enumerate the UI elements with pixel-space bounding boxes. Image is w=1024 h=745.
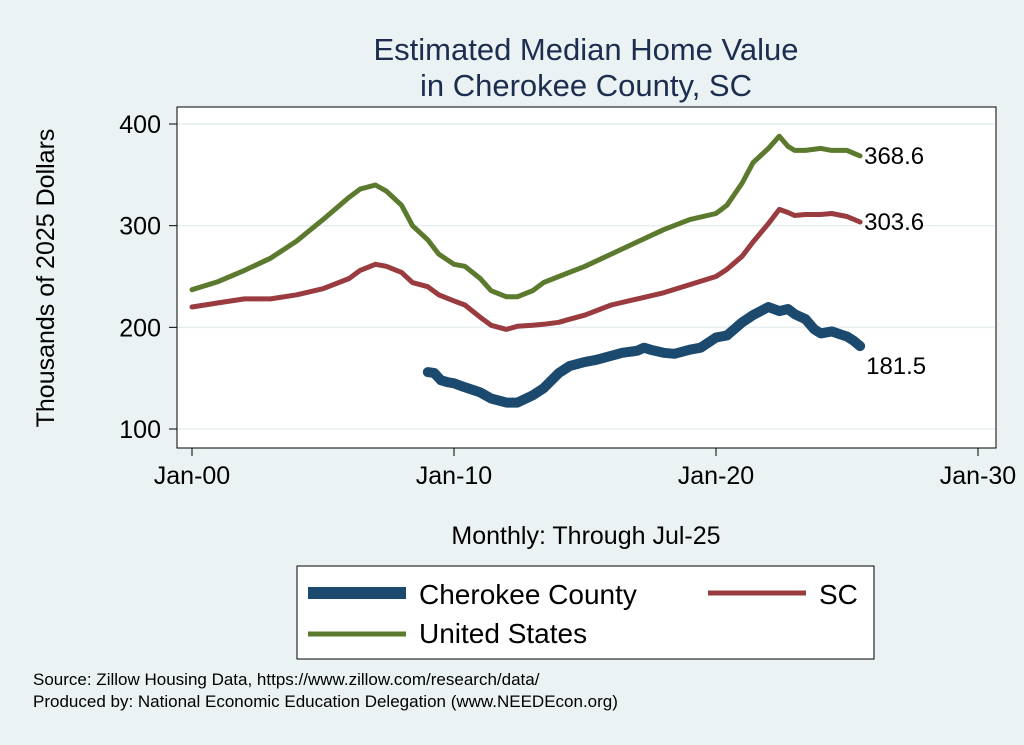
legend-label-cherokee: Cherokee County [419, 579, 637, 610]
x-axis-title: Monthly: Through Jul-25 [451, 522, 720, 550]
x-tick-label: Jan-20 [678, 462, 754, 490]
end-label-united-states: 368.6 [864, 143, 924, 170]
legend-label-us: United States [419, 618, 587, 649]
x-tick-label: Jan-30 [940, 462, 1016, 490]
end-label-sc: 303.6 [864, 209, 924, 236]
plot-area [176, 106, 997, 449]
end-labels: 181.5 303.6 368.6 [864, 143, 926, 380]
y-tick-label: 400 [119, 111, 161, 139]
legend-box [296, 565, 875, 660]
chart-title-line-1: Estimated Median Home Value [373, 32, 798, 67]
source-note: Source: Zillow Housing Data, https://www… [33, 670, 540, 689]
x-tick-label: Jan-00 [154, 462, 230, 490]
legend-label-sc: SC [819, 579, 858, 610]
end-label-cherokee-county: 181.5 [866, 353, 926, 380]
y-axis-title: Thousands of 2025 Dollars [32, 129, 60, 428]
series-line-cherokee-county [422, 302, 866, 408]
x-tick-label: Jan-10 [416, 462, 492, 490]
series-line-sc [189, 206, 863, 332]
legend: Cherokee County SC United States [296, 565, 875, 660]
x-axis-ticks: Jan-00 Jan-10 Jan-20 Jan-30 [154, 448, 1016, 490]
chart-title-line-2: in Cherokee County, SC [420, 68, 752, 103]
y-axis-ticks: 100 200 300 400 [119, 111, 177, 444]
series-line-united-states [189, 133, 863, 300]
y-tick-label: 200 [119, 314, 161, 342]
producer-note: Produced by: National Economic Education… [33, 692, 618, 711]
series-lines [189, 133, 866, 408]
y-tick-label: 300 [119, 213, 161, 241]
y-tick-label: 100 [119, 416, 161, 444]
